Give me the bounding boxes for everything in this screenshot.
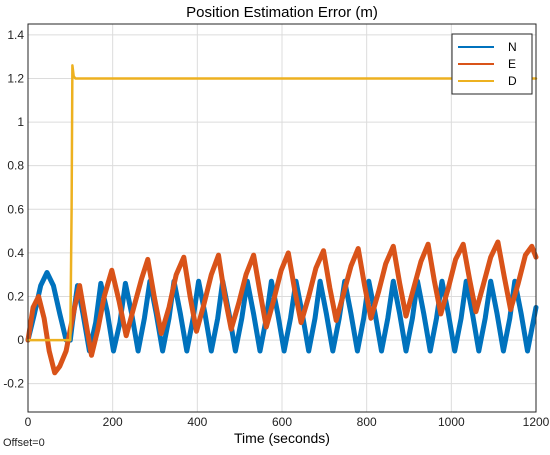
legend-label-d: D [508,74,517,88]
x-tick-label: 600 [272,415,292,429]
x-tick-label: 800 [357,415,377,429]
legend: NED [451,33,533,95]
y-tick-label: 1.4 [7,28,24,42]
x-tick-label: 400 [187,415,207,429]
y-tick-label: 0 [17,333,24,347]
series-line-d [26,64,538,342]
x-tick-label: 1200 [523,415,550,429]
y-tick-label: 1 [17,115,24,129]
y-tick-label: 0.8 [7,159,24,173]
x-tick-label: 200 [103,415,123,429]
series-layer [25,64,539,376]
y-tick-label: 0.4 [7,246,24,260]
chart-title: Position Estimation Error (m) [186,4,378,21]
tick-labels: 0 200 400 600 800 1000 1200 -0.2 0 0.2 0.4 0.6 0.8 1 1… [3,28,549,429]
legend-label-e: E [508,57,516,71]
y-tick-label: 1.2 [7,71,24,85]
grid [27,24,537,412]
x-axis-label: Time (seconds) [234,430,330,446]
offset-label: Offset=0 [3,437,45,449]
y-tick-label: -0.2 [3,377,24,391]
y-tick-label: 0.6 [7,202,24,216]
x-tick-label: 1000 [438,415,465,429]
x-tick-label: 0 [25,415,32,429]
plot-frame [27,23,537,413]
y-tick-label: 0.2 [7,289,24,303]
series-line-n [25,270,539,354]
legend-label-n: N [508,40,517,54]
series-line-e [25,239,539,376]
